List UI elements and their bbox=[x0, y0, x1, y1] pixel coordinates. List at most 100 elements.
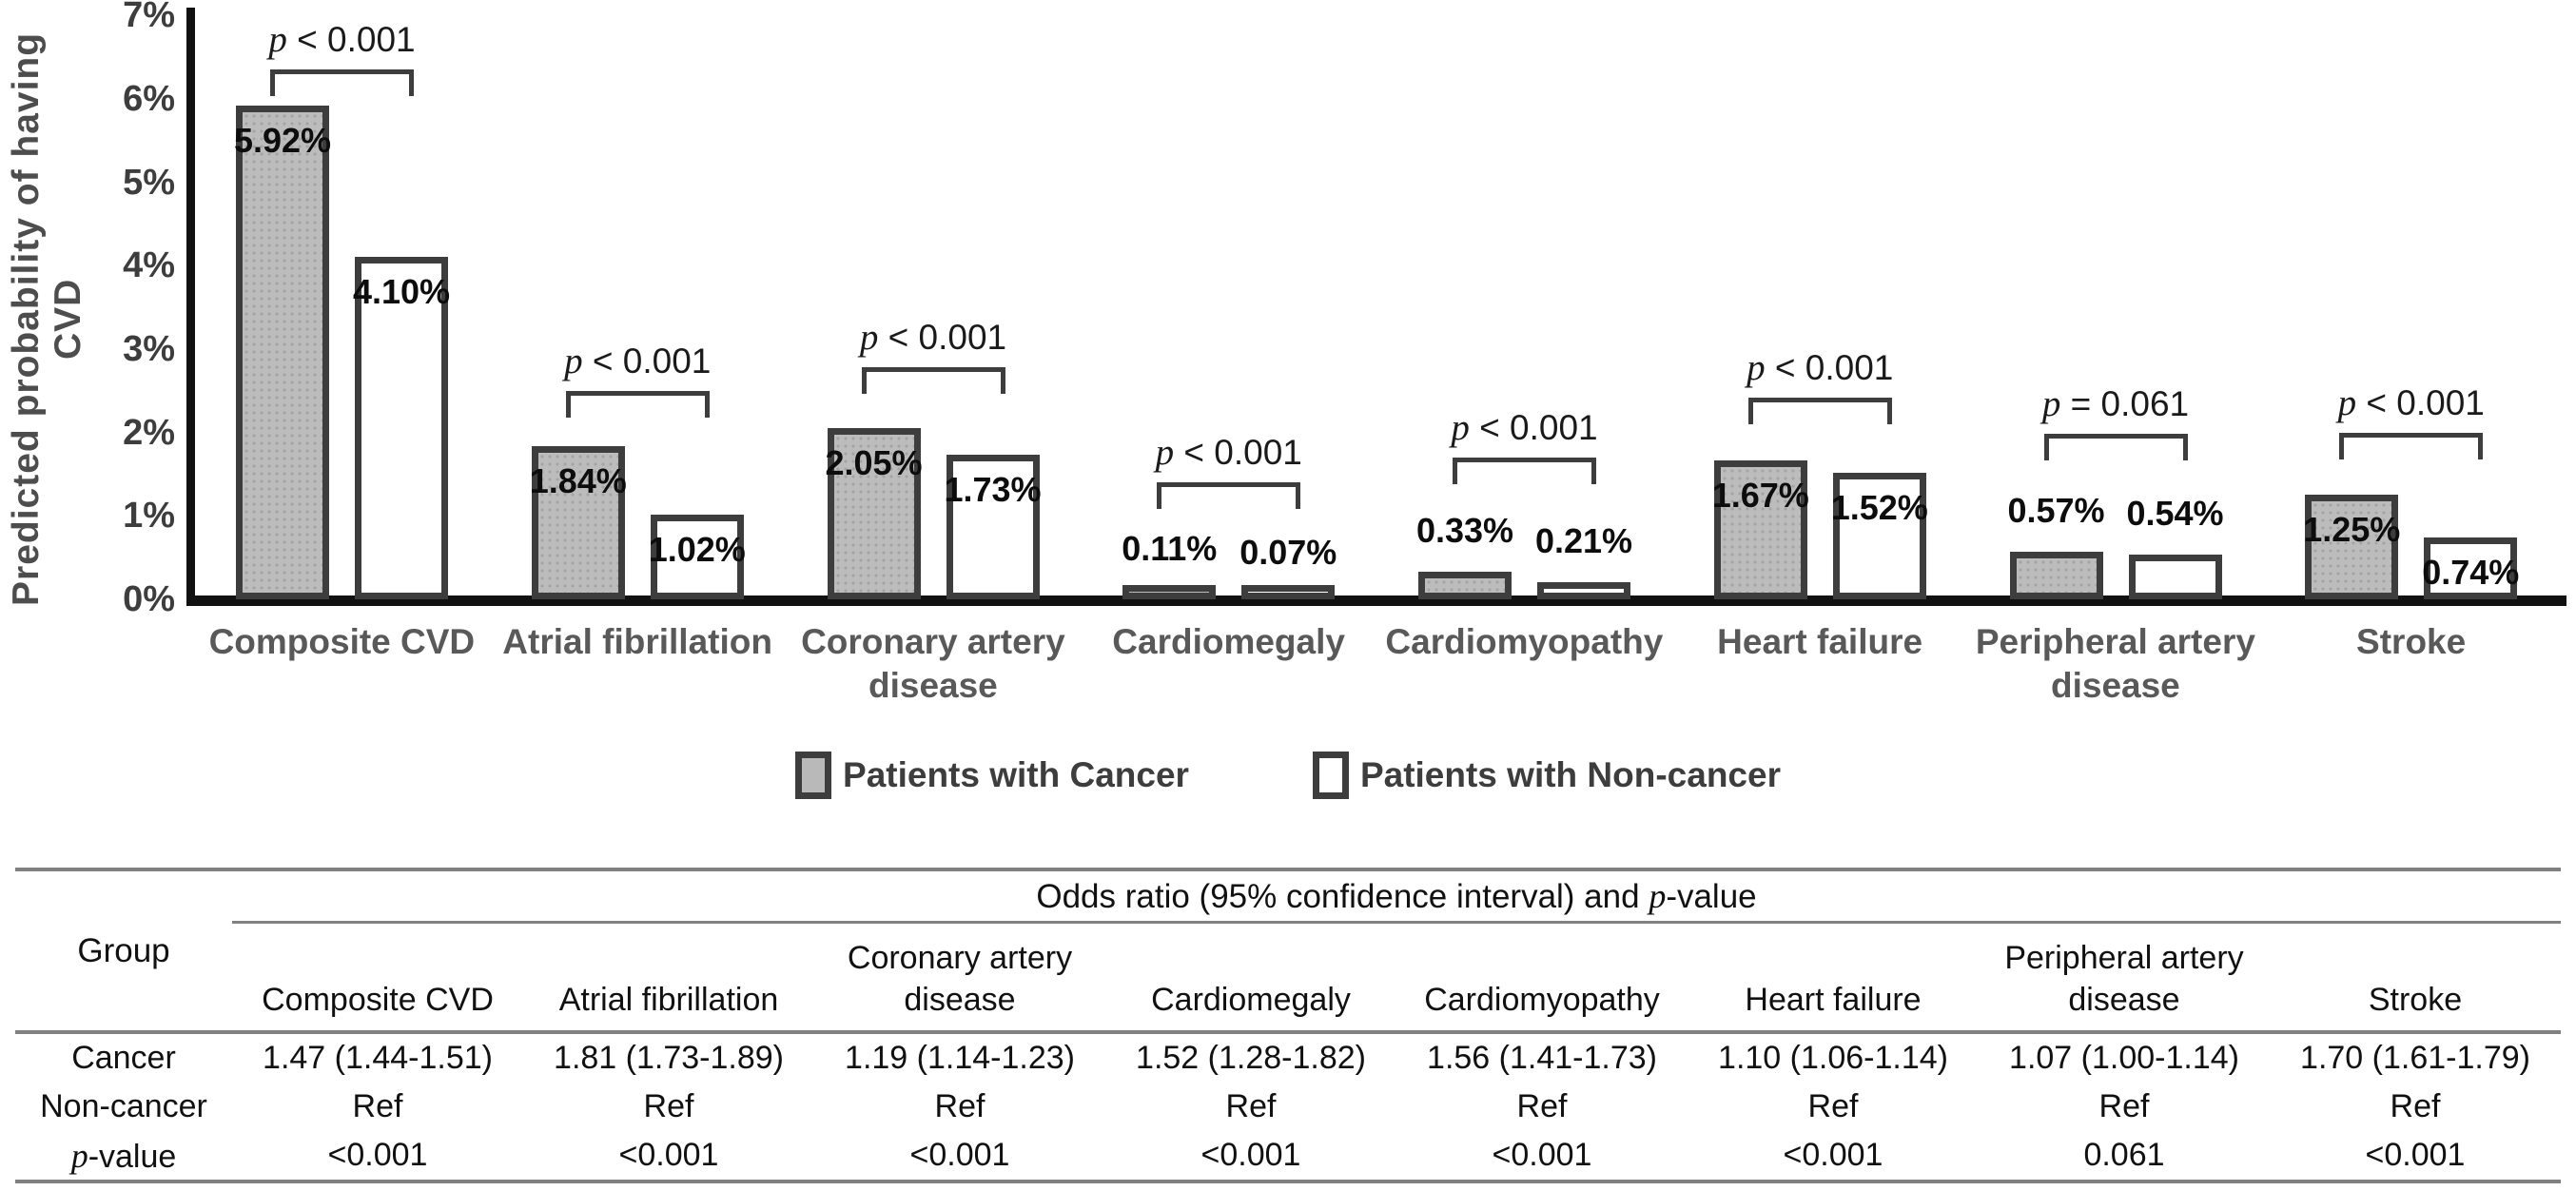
table-cell: <0.001 bbox=[523, 1131, 814, 1183]
table-cell: Ref bbox=[934, 1088, 986, 1124]
column-header-cardiomegaly: Cardiomegaly bbox=[1105, 922, 1396, 1034]
bar-noncancer-peripheral-artery-disease bbox=[2128, 554, 2222, 599]
y-axis-tick-label: 5% bbox=[123, 162, 175, 203]
bar-value-label-noncancer-peripheral-artery-disease: 0.54% bbox=[2126, 493, 2224, 533]
legend-swatch-noncancer-icon bbox=[1312, 752, 1349, 799]
bar-value-label-cancer-composite-cvd: 5.92% bbox=[233, 120, 332, 160]
y-axis-tick-label: 3% bbox=[123, 328, 175, 369]
table-row-non-cancer: Non-cancer Ref Ref Ref Ref Ref Ref Ref Ref bbox=[15, 1083, 2561, 1131]
table-cell: <0.001 bbox=[232, 1131, 523, 1183]
bar-value-label-cancer-atrial-fibrillation: 1.84% bbox=[529, 460, 627, 500]
row-label: Cancer bbox=[71, 1040, 176, 1076]
column-header-heart-failure: Heart failure bbox=[1688, 922, 1979, 1034]
bar-value-label-cancer-cardiomegaly: 0.11% bbox=[1122, 529, 1218, 569]
column-header-stroke: Stroke bbox=[2270, 922, 2561, 1034]
legend-label-noncancer: Patients with Non-cancer bbox=[1359, 755, 1781, 794]
odds-ratio-span-header: Odds ratio (95% confidence interval) and… bbox=[232, 869, 2561, 924]
bar-value-label-cancer-cardiomyopathy: 0.33% bbox=[1415, 511, 1514, 551]
p-value-label-heart-failure: p < 0.001 bbox=[1747, 346, 1894, 388]
row-label: Non-cancer bbox=[40, 1088, 207, 1124]
table-cell: Ref bbox=[1807, 1088, 1859, 1124]
bar-cancer-stroke bbox=[2305, 495, 2399, 599]
table-cell: Ref bbox=[2098, 1088, 2150, 1124]
bar-value-label-noncancer-coronary-artery-disease: 1.73% bbox=[944, 470, 1042, 510]
p-value-bracket-stroke bbox=[2339, 432, 2484, 459]
bar-cancer-atrial-fibrillation bbox=[531, 445, 625, 599]
bar-chart: Predicted probability of having CVD 0% 1%… bbox=[6, 0, 2566, 706]
y-axis-tick-label: 6% bbox=[123, 78, 175, 119]
bar-cancer-cardiomegaly bbox=[1122, 585, 1217, 599]
p-value-bracket-composite-cvd bbox=[270, 69, 414, 97]
table-cell: <0.001 bbox=[1688, 1131, 1979, 1183]
table-cell: Ref bbox=[2390, 1088, 2441, 1124]
odds-ratio-table: Group Odds ratio (95% confidence interva… bbox=[15, 868, 2561, 1183]
category-label-peripheral-artery-disease: Peripheral artery disease bbox=[1975, 622, 2255, 706]
table-cell: Ref bbox=[1516, 1088, 1568, 1124]
y-axis-line bbox=[186, 8, 195, 605]
bar-value-label-noncancer-atrial-fibrillation: 1.02% bbox=[648, 529, 746, 569]
category-label-cardiomegaly: Cardiomegaly bbox=[1112, 622, 1345, 661]
category-label-stroke: Stroke bbox=[2356, 622, 2467, 661]
p-value-label-stroke: p < 0.001 bbox=[2337, 381, 2485, 423]
category-label-coronary-artery-disease: Coronary artery disease bbox=[801, 622, 1065, 706]
p-value-label-atrial-fibrillation: p < 0.001 bbox=[564, 340, 712, 381]
column-header-cardiomyopathy: Cardiomyopathy bbox=[1396, 922, 1688, 1034]
y-axis-tick-label: 4% bbox=[123, 245, 175, 286]
table-cell: 1.81 (1.73-1.89) bbox=[554, 1040, 784, 1076]
table-cell: 1.10 (1.06-1.14) bbox=[1718, 1040, 1948, 1076]
p-value-label-coronary-artery-disease: p < 0.001 bbox=[859, 317, 1007, 359]
table-cell: 1.07 (1.00-1.14) bbox=[2009, 1040, 2239, 1076]
bar-cancer-heart-failure bbox=[1713, 459, 1807, 599]
column-header-atrial-fibrillation: Atrial fibrillation bbox=[523, 922, 814, 1034]
table-cell: 1.70 (1.61-1.79) bbox=[2300, 1040, 2530, 1076]
column-header-composite-cvd: Composite CVD bbox=[232, 922, 523, 1034]
p-value-bracket-cardiomegaly bbox=[1157, 482, 1301, 510]
table-body: Cancer 1.47 (1.44-1.51) 1.81 (1.73-1.89) 1.… bbox=[15, 1032, 2561, 1183]
bar-value-label-cancer-heart-failure: 1.67% bbox=[1711, 475, 1809, 515]
bar-value-label-noncancer-stroke: 0.74% bbox=[2422, 553, 2520, 593]
bar-noncancer-cardiomyopathy bbox=[1537, 581, 1630, 599]
table-cell: <0.001 bbox=[1396, 1131, 1688, 1183]
table-cell: 1.47 (1.44-1.51) bbox=[263, 1040, 493, 1076]
p-value-label-cardiomyopathy: p < 0.001 bbox=[1451, 406, 1598, 448]
table-cell: 1.56 (1.41-1.73) bbox=[1427, 1040, 1657, 1076]
legend-label-cancer: Patients with Cancer bbox=[843, 755, 1189, 794]
table-cell: Ref bbox=[352, 1088, 403, 1124]
bar-noncancer-heart-failure bbox=[1832, 472, 1926, 599]
table-cell: 1.19 (1.14-1.23) bbox=[845, 1040, 1075, 1076]
bar-noncancer-coronary-artery-disease bbox=[946, 455, 1040, 599]
p-value-label-peripheral-artery-disease: p = 0.061 bbox=[2041, 383, 2190, 425]
table-cell: Ref bbox=[643, 1088, 694, 1124]
p-value-label-composite-cvd: p < 0.001 bbox=[268, 19, 416, 61]
table-span-header-row: Group Odds ratio (95% confidence interva… bbox=[15, 869, 2561, 1034]
table-cell: <0.001 bbox=[814, 1131, 1105, 1183]
bar-value-label-cancer-stroke: 1.25% bbox=[2303, 510, 2401, 550]
y-axis-tick-label: 7% bbox=[123, 0, 175, 36]
y-axis-tick-label: 1% bbox=[123, 496, 175, 537]
bar-cancer-cardiomyopathy bbox=[1418, 572, 1512, 599]
y-axis-tick-label: 2% bbox=[123, 412, 175, 453]
table-row-p-value: p-value <0.001 <0.001 <0.001 <0.001 <0.001 <0.… bbox=[15, 1131, 2561, 1183]
p-value-label-cardiomegaly: p < 0.001 bbox=[1155, 432, 1302, 474]
category-label-cardiomyopathy: Cardiomyopathy bbox=[1385, 622, 1664, 661]
bar-cancer-composite-cvd bbox=[236, 105, 329, 599]
bar-cancer-peripheral-artery-disease bbox=[2009, 552, 2103, 599]
table-cell: 0.061 bbox=[1979, 1131, 2270, 1183]
p-value-bracket-heart-failure bbox=[1747, 397, 1892, 424]
legend-item-cancer: Patients with Cancer bbox=[795, 752, 1189, 799]
table-cell: Ref bbox=[1225, 1088, 1277, 1124]
x-axis-line bbox=[186, 596, 2566, 606]
bar-value-label-noncancer-composite-cvd: 4.10% bbox=[352, 272, 451, 312]
bar-value-label-cancer-coronary-artery-disease: 2.05% bbox=[825, 443, 923, 483]
chart-legend: Patients with Cancer Patients with Non-c… bbox=[0, 752, 2576, 799]
bar-value-label-noncancer-cardiomegaly: 0.07% bbox=[1239, 532, 1337, 572]
bar-noncancer-cardiomegaly bbox=[1241, 585, 1336, 599]
table-column-header-row: Composite CVD Atrial fibrillation Coronary… bbox=[15, 922, 2561, 1034]
legend-swatch-cancer-icon bbox=[795, 752, 832, 799]
column-header-peripheral-artery-disease: Peripheral artery disease bbox=[1979, 922, 2270, 1034]
p-value-bracket-peripheral-artery-disease bbox=[2043, 434, 2188, 461]
bar-value-label-noncancer-heart-failure: 1.52% bbox=[1830, 487, 1928, 527]
p-value-bracket-atrial-fibrillation bbox=[565, 390, 710, 418]
row-label: p-value bbox=[15, 1131, 232, 1183]
